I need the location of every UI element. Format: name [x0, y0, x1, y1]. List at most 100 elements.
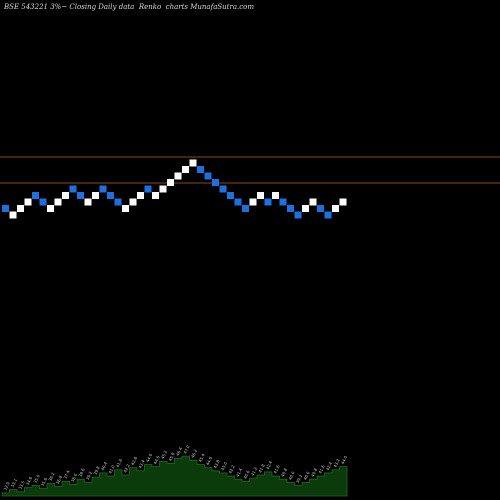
volume-label: 36.8 [55, 474, 63, 485]
renko-brick-up [272, 192, 279, 199]
renko-brick-up [129, 198, 137, 206]
volume-panel: 32.9 33.1 33.5 34.6 35.0 35.636.2 36.837.4 38.0… [1, 444, 348, 497]
volume-label: 44.6 [205, 455, 213, 466]
renko-brick-up [332, 205, 339, 212]
volume-label: 39.2 [85, 470, 93, 481]
chart-type-text: Renko [138, 3, 162, 11]
renko-brick-up [309, 198, 317, 206]
level-lines [0, 156, 500, 184]
volume-label: 37.4 [62, 469, 70, 480]
volume-label: 39.8 [92, 465, 100, 476]
volume-label: 35.0 [32, 473, 40, 484]
volume-label: 46.4 [175, 446, 183, 457]
renko-brick-up [54, 198, 62, 206]
renko-brick-down [279, 198, 287, 206]
renko-brick-up [189, 159, 197, 167]
renko-brick-up [302, 205, 309, 212]
volume-label: 43.8 [212, 459, 220, 470]
volume-label: 43.2 [332, 458, 340, 469]
renko-brick-up [24, 198, 32, 206]
volume-label: 41.6 [272, 464, 280, 475]
renko-brick-down [2, 205, 9, 212]
renko-brick-down [242, 205, 249, 212]
volume-label: 42.4 [325, 461, 333, 472]
renko-brick-up [47, 205, 54, 212]
renko-brick-up [249, 198, 257, 206]
volume-label: 32.9 [2, 481, 10, 492]
volume-label: 42.2 [227, 464, 235, 475]
renko-brick-down [99, 185, 107, 193]
renko-brick-up [152, 192, 159, 199]
renko-brick-up [122, 205, 129, 212]
renko-brick-up [174, 172, 182, 180]
renko-brick-down [204, 172, 212, 180]
renko-brick-up [9, 211, 17, 219]
volume-label: 38.0 [70, 472, 78, 483]
chart-header: BSE 543221 3%~ Closing Daily data Renko … [4, 3, 255, 11]
renko-brick-up [84, 198, 92, 206]
volume-label: 43.0 [220, 461, 228, 472]
volume-label: 45.4 [197, 452, 205, 463]
site-text: charts MunafaSutra.com [165, 3, 255, 11]
renko-brick-down [197, 166, 204, 173]
renko-brick-down [39, 198, 47, 206]
volume-label: 35.6 [40, 476, 48, 487]
volume-label: 43.4 [137, 459, 145, 470]
renko-brick-down [294, 211, 302, 219]
volume-label: 41.6 [115, 458, 123, 469]
renko-brick-down [219, 185, 227, 193]
data-frequency-text: Closing Daily data [69, 3, 135, 11]
volume-label: 40.6 [242, 469, 250, 480]
renko-brick-up [257, 192, 264, 199]
renko-brick-down [144, 185, 152, 193]
renko-brick-up [137, 192, 144, 199]
symbol-text: BSE 543221 3% [4, 3, 62, 11]
renko-brick-down [317, 205, 324, 212]
volume-label: 38.6 [77, 467, 85, 478]
renko-brick-down [114, 198, 122, 206]
volume-label: 34.6 [25, 475, 33, 486]
renko-brick-up [159, 185, 167, 193]
renko-brick-down [69, 185, 77, 193]
volume-label: 41.0 [107, 464, 115, 475]
volume-label: 44.0 [145, 452, 153, 463]
volume-label: 42.2 [122, 463, 130, 474]
volume-label: 39.2 [295, 473, 303, 484]
volume-label: 41.2 [250, 466, 258, 477]
renko-brick-down [324, 211, 332, 219]
volume-area [1, 455, 348, 497]
volume-label: 45.2 [160, 449, 168, 460]
renko-brick-up [339, 198, 347, 206]
volume-label: 45.8 [167, 451, 175, 462]
volume-label: 36.2 [47, 471, 55, 482]
renko-brick-down [264, 198, 272, 206]
renko-brick-up [92, 192, 99, 199]
brick-series [2, 159, 347, 219]
volume-label: 40.8 [280, 467, 288, 478]
volume-label: 41.8 [257, 463, 265, 474]
volume-label: 46.2 [190, 448, 198, 459]
volume-label: 41.4 [235, 467, 243, 478]
renko-brick-up [182, 166, 189, 173]
volume-label: 40.0 [302, 470, 310, 481]
renko-brick-up [167, 179, 174, 186]
renko-brick-up [62, 192, 69, 199]
renko-brick-down [77, 192, 84, 199]
volume-label: 44.6 [152, 454, 160, 465]
volume-label: 44.0 [340, 454, 348, 465]
renko-brick-down [212, 179, 219, 186]
volume-label: 42.8 [130, 455, 138, 466]
renko-brick-down [107, 192, 114, 199]
volume-label: 40.0 [287, 470, 295, 481]
renko-brick-down [32, 192, 39, 199]
volume-label: 47.0 [182, 444, 190, 455]
volume-label: 33.5 [17, 480, 25, 491]
volume-label: 41.6 [317, 464, 325, 475]
volume-label: 40.4 [100, 461, 108, 472]
renko-brick-down [227, 192, 234, 199]
renko-brick-down [234, 198, 242, 206]
volume-label: 42.4 [265, 460, 273, 471]
renko-brick-down [287, 205, 294, 212]
